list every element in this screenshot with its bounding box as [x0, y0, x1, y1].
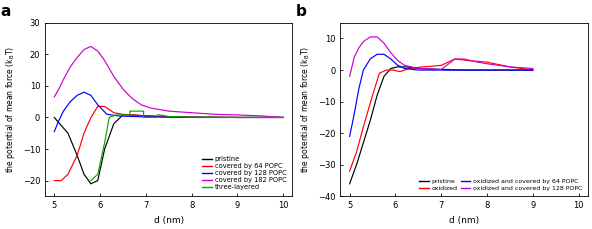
Text: b: b [296, 4, 307, 19]
X-axis label: d (nm): d (nm) [154, 216, 184, 225]
Legend: pristine, covered by 64 POPC, covered by 128 POPC, covered by 182 POPC, three-la: pristine, covered by 64 POPC, covered by… [200, 154, 289, 193]
Y-axis label: the potential of mean force (k$_\mathrm{B}$T): the potential of mean force (k$_\mathrm{… [300, 46, 313, 173]
Legend: pristine, oxidized, oxidized and covered by 64 POPC, oxidized and covered by 128: pristine, oxidized, oxidized and covered… [417, 177, 585, 193]
X-axis label: d (nm): d (nm) [449, 216, 479, 225]
Y-axis label: the potential of mean force (k$_\mathrm{B}$T): the potential of mean force (k$_\mathrm{… [4, 46, 17, 173]
Text: a: a [1, 4, 11, 19]
